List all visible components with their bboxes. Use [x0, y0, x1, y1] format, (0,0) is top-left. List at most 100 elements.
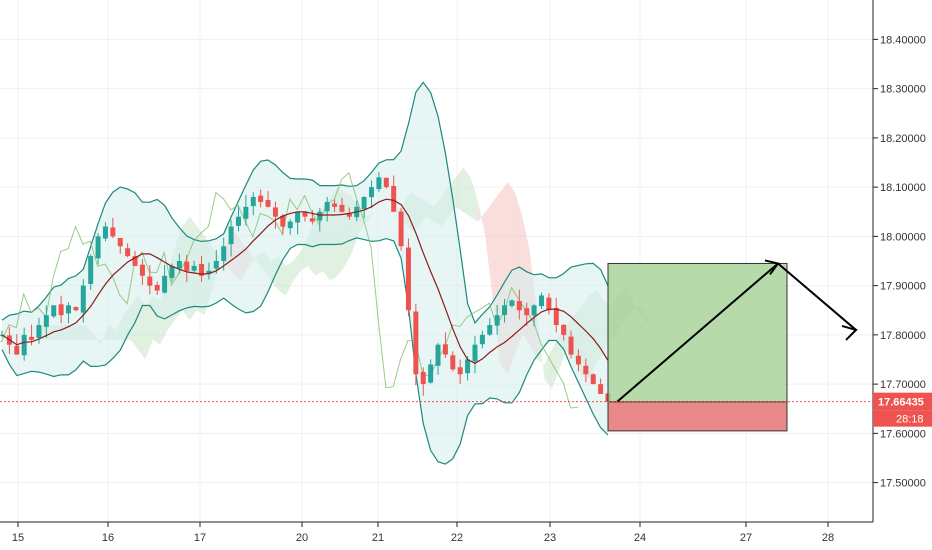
x-tick-label: 27 [740, 532, 752, 544]
cloud-segment [455, 167, 464, 212]
ema-line [1, 198, 609, 364]
bollinger-bands [1, 81, 609, 465]
countdown-box [873, 410, 932, 427]
x-tick-label: 24 [634, 532, 646, 544]
candle-body [213, 261, 219, 269]
candle-body [162, 275, 168, 293]
x-tick-label: 17 [194, 532, 206, 544]
cloud-segment [285, 261, 294, 296]
candle-body [465, 359, 471, 374]
candle-body [487, 325, 493, 335]
countdown-label: 28:18 [896, 414, 924, 426]
y-tick-label: 18.10000 [880, 182, 926, 194]
candle-body [590, 374, 596, 385]
candle-body [206, 270, 212, 274]
candle-body [391, 186, 397, 212]
candle-body [169, 265, 175, 278]
cloud-segment [478, 201, 486, 237]
candle-body [413, 311, 419, 375]
price-axis[interactable]: 18.40000 18.30000 18.20000 18.10000 18.00000… [873, 34, 926, 490]
candle-body [332, 203, 338, 207]
candle-body [184, 261, 190, 271]
candle-body [428, 364, 434, 383]
arrow-up-head [764, 259, 780, 276]
cloud-segment [145, 295, 153, 360]
candle-body [598, 384, 604, 394]
candle-body [235, 216, 241, 226]
candle-body [295, 211, 301, 223]
candle-body [95, 236, 101, 259]
candle-body [66, 305, 72, 314]
candle-body [472, 344, 478, 362]
arrow-down [777, 262, 857, 331]
candle-body [538, 295, 544, 307]
time-axis[interactable]: 15 16 17 20 21 22 23 24 27 28 [12, 522, 834, 544]
candle-body [553, 307, 559, 326]
candle-body [88, 256, 94, 284]
candle-body [51, 305, 57, 317]
cloud-segment [485, 201, 493, 301]
y-tick-label: 17.60000 [880, 428, 926, 440]
candle-body [376, 177, 382, 190]
candle-body [302, 211, 308, 217]
moving-average [1, 198, 609, 364]
candle-body [405, 247, 411, 311]
candle-body [280, 215, 286, 227]
candle-body [250, 196, 256, 207]
candle-body [221, 246, 227, 262]
candles [0, 172, 611, 403]
candle-body [502, 305, 508, 316]
stop-zone [607, 401, 788, 432]
candle-body [102, 226, 108, 239]
candle-body [457, 367, 463, 375]
candle-body [309, 218, 315, 222]
candle-body [117, 238, 123, 247]
y-tick-label: 18.40000 [880, 34, 926, 46]
y-tick-label: 17.90000 [880, 281, 926, 293]
cloud-segment [463, 167, 471, 217]
position-tool[interactable] [607, 259, 858, 432]
candle-body [258, 195, 264, 202]
candle-body [199, 263, 205, 276]
candle-body [176, 261, 182, 269]
price-tag-label: 17.66435 [878, 397, 924, 409]
price-tag-box [873, 392, 932, 411]
candle-body [546, 297, 552, 311]
x-tick-label: 22 [451, 532, 463, 544]
candle-body [369, 187, 375, 198]
x-tick-label: 23 [544, 532, 556, 544]
y-tick-label: 17.70000 [880, 379, 926, 391]
y-tick-label: 17.50000 [880, 478, 926, 490]
candle-body [228, 226, 234, 245]
candle-body [450, 355, 456, 370]
candle-body [516, 300, 522, 311]
candle-body [80, 285, 86, 313]
candle-body [29, 336, 35, 340]
y-tick-label: 18.30000 [880, 84, 926, 96]
candle-body [442, 344, 448, 355]
candle-body [339, 204, 345, 212]
candle-body [287, 221, 293, 229]
x-tick-label: 15 [12, 532, 24, 544]
y-tick-label: 18.00000 [880, 231, 926, 243]
band-upper [1, 81, 609, 324]
candle-body [568, 336, 574, 355]
candle-body [561, 324, 567, 335]
candle-body [575, 355, 581, 365]
candle-body [58, 304, 64, 316]
x-tick-label: 21 [372, 532, 384, 544]
candle-body [509, 300, 515, 306]
candle-body [420, 372, 426, 385]
candle-body [317, 211, 323, 221]
candle-body [243, 206, 249, 219]
candle-body [36, 325, 42, 338]
y-tick-label: 17.80000 [880, 330, 926, 342]
candle-body [383, 177, 389, 188]
cloud-segment [544, 349, 552, 390]
candle-body [524, 308, 530, 316]
candle-body [398, 211, 404, 247]
x-tick-label: 28 [822, 532, 834, 544]
candle-body [147, 276, 153, 286]
candle-body [272, 207, 278, 217]
